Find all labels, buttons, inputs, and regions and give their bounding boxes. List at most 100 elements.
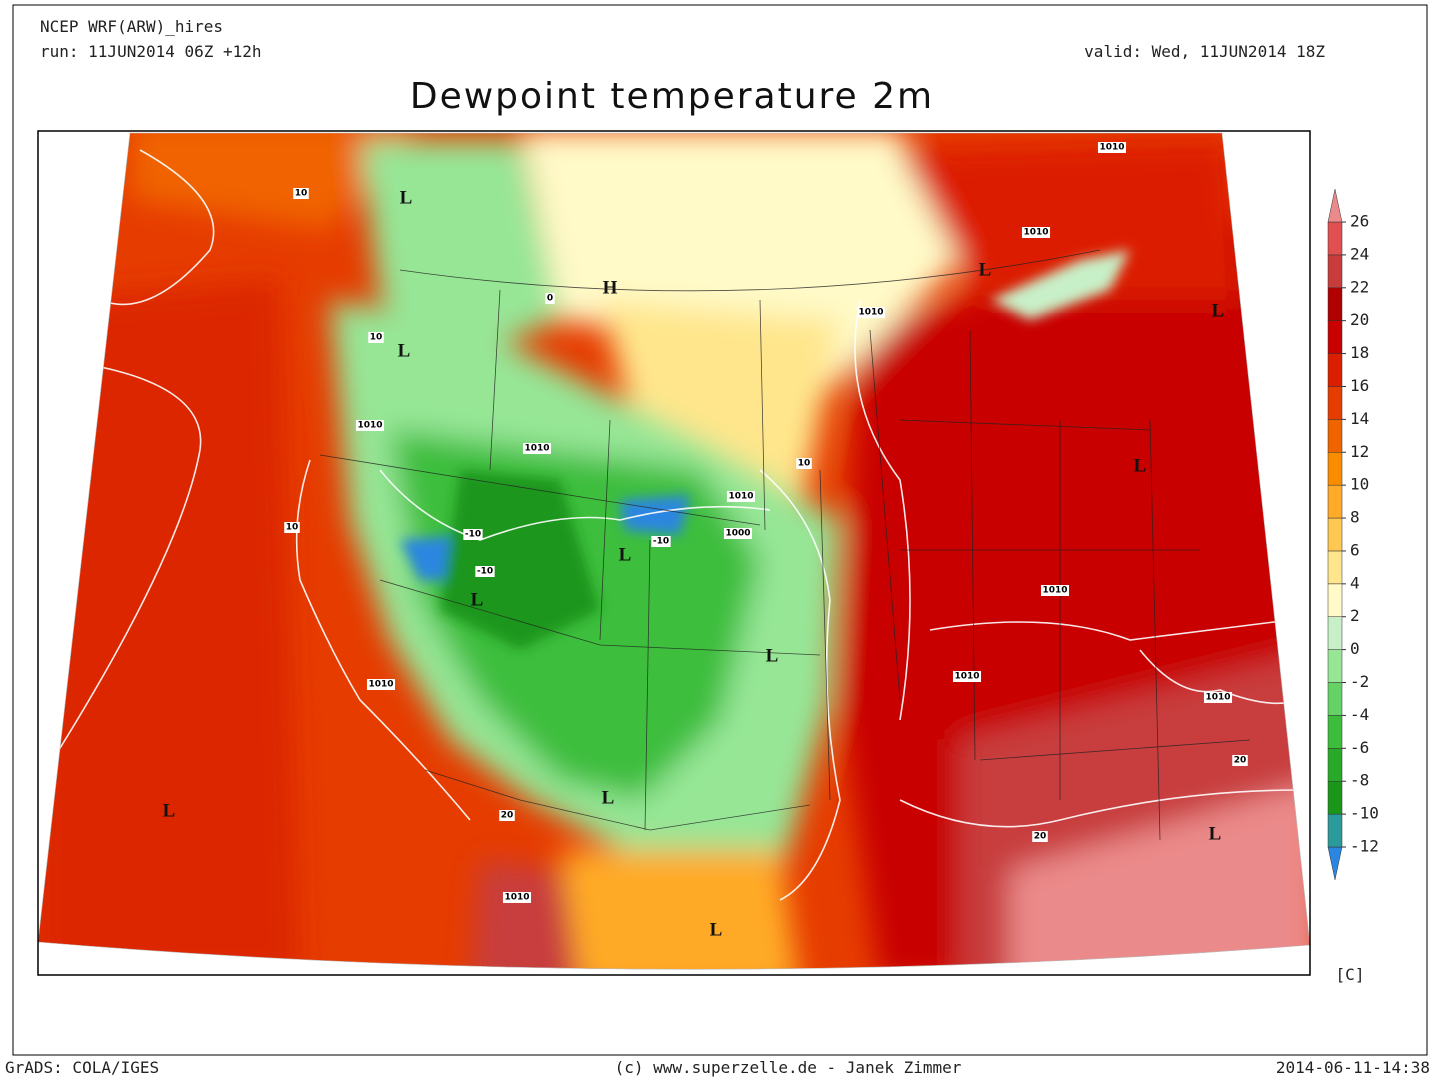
page-frame xyxy=(12,4,1428,1056)
contour-label-box xyxy=(463,529,483,540)
system-label: L xyxy=(766,645,779,666)
contour-label-box xyxy=(355,420,385,431)
footer-right: 2014-06-11-14:38 xyxy=(1276,1058,1430,1077)
colorbar-segment xyxy=(1327,682,1343,716)
contour-label: 10 xyxy=(286,523,299,533)
contour-label: -10 xyxy=(653,537,669,547)
contour-label: 1010 xyxy=(1099,143,1124,153)
colorbar-label: -10 xyxy=(1350,804,1379,823)
contour-label: 1010 xyxy=(954,672,979,682)
colorbar-segment xyxy=(1327,189,1343,223)
contour-label: -10 xyxy=(465,530,481,540)
system-label: H xyxy=(603,277,618,298)
contour-label: 1010 xyxy=(1023,228,1048,238)
system-label: L xyxy=(710,919,723,940)
system-label: L xyxy=(163,800,176,821)
colorbar-segment xyxy=(1327,616,1343,650)
contour-label-box xyxy=(1040,585,1070,596)
system-label: L xyxy=(979,259,992,280)
contour-label-box xyxy=(1021,227,1051,238)
field-prairie xyxy=(520,133,960,400)
contour-label: 1010 xyxy=(728,492,753,502)
colorbar-segment xyxy=(1327,780,1343,815)
colorbar-segment xyxy=(1327,517,1343,552)
colorbar-segment xyxy=(1327,484,1343,519)
contour-label-box xyxy=(522,443,552,454)
contour-label: 20 xyxy=(1234,756,1247,766)
colorbar-segment xyxy=(1327,846,1343,880)
contour-label-box xyxy=(1203,692,1233,703)
footer-center: (c) www.superzelle.de - Janek Zimmer xyxy=(615,1058,962,1077)
colorbar-label: 0 xyxy=(1350,639,1360,658)
contour-label: 1010 xyxy=(1042,586,1067,596)
contour-label-box xyxy=(284,522,300,533)
colorbar-label: 10 xyxy=(1350,475,1369,494)
isolines xyxy=(39,149,1301,901)
colorbar-segment xyxy=(1327,583,1343,617)
field-lake xyxy=(990,250,1130,320)
contour-label-box xyxy=(856,307,886,318)
colorbar-segment xyxy=(1327,353,1343,387)
contour-label-box xyxy=(475,566,495,577)
field-canada-east xyxy=(900,140,1240,300)
system-label: L xyxy=(471,589,484,610)
system-label: L xyxy=(619,544,632,565)
colorbar-label: 26 xyxy=(1350,212,1369,231)
contour-label-box xyxy=(499,810,515,821)
contour-label-box xyxy=(1232,755,1248,766)
colorbar-label: 14 xyxy=(1350,409,1369,428)
contour-label: 1010 xyxy=(524,444,549,454)
contour-label: 10 xyxy=(798,459,811,469)
colorbar-unit: [C] xyxy=(1336,965,1365,984)
field-cold-2 xyxy=(620,495,690,535)
contour-labels: 1010 1010 1010 1010 1010 1010 1000 1010 … xyxy=(284,142,1248,903)
contour-label: 1010 xyxy=(858,308,883,318)
colorbar-segment xyxy=(1327,254,1343,289)
contour-label-box xyxy=(651,536,671,547)
colorbar-segment xyxy=(1327,320,1343,354)
pressure-systems: L L H L L L L L L L L L L xyxy=(163,187,1225,940)
contour-label-box xyxy=(366,679,396,690)
colorbar-segment xyxy=(1327,221,1343,256)
system-label: L xyxy=(602,787,615,808)
contour-label: 20 xyxy=(1034,832,1047,842)
contour-label: 1010 xyxy=(357,421,382,431)
valid-time: valid: Wed, 11JUN2014 18Z xyxy=(1084,42,1325,61)
system-label: L xyxy=(1212,300,1225,321)
system-label: L xyxy=(1134,455,1147,476)
contour-label-box xyxy=(1097,142,1127,153)
colorbar-segment xyxy=(1327,452,1343,486)
contour-label: 10 xyxy=(295,189,308,199)
colorbar-segment xyxy=(1327,419,1343,453)
colorbar-segment xyxy=(1327,550,1343,585)
colorbar-segment xyxy=(1327,287,1343,321)
contour-label-box xyxy=(545,293,555,304)
field-mexico xyxy=(560,850,800,970)
colorbar-label: 6 xyxy=(1350,540,1360,559)
map: L L H L L L L L L L L L L 1010 1010 1010… xyxy=(37,130,1311,976)
colorbar-label: 2 xyxy=(1350,606,1360,625)
system-label: L xyxy=(398,340,411,361)
contour-label: 1010 xyxy=(1205,693,1230,703)
colorbar-label: -4 xyxy=(1350,705,1369,724)
domain-edge xyxy=(37,132,1311,970)
contour-label: 1010 xyxy=(368,680,393,690)
field-rockies-north xyxy=(360,140,560,360)
contour-label-box xyxy=(502,892,532,903)
field-gulf-warm xyxy=(1010,780,1310,970)
colorbar-label: -12 xyxy=(1350,837,1379,856)
colorbar-label: 4 xyxy=(1350,573,1360,592)
system-label: L xyxy=(400,187,413,208)
footer-left: GrADS: COLA/IGES xyxy=(5,1058,159,1077)
contour-label-box xyxy=(723,528,753,539)
run-info: run: 11JUN2014 06Z +12h xyxy=(40,42,262,61)
colorbar-label: 22 xyxy=(1350,277,1369,296)
field-ocean xyxy=(38,280,300,970)
contour-label: 0 xyxy=(547,294,553,304)
contour-label-box xyxy=(293,188,309,199)
colorbar-label: 16 xyxy=(1350,376,1369,395)
contour-label-box xyxy=(368,332,384,343)
contour-label-box xyxy=(796,458,812,469)
